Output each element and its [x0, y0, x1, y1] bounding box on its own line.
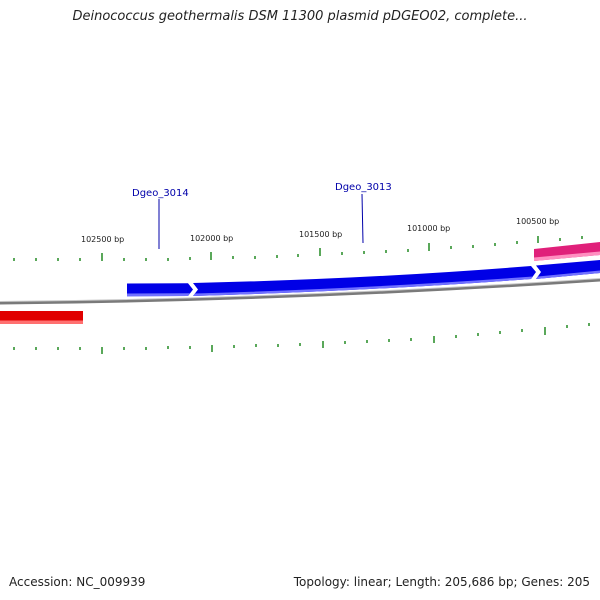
- backbone-highlight: [0, 278, 600, 302]
- bp-label: 102000 bp: [190, 234, 233, 243]
- label-leader-dgeo-3013: [361, 193, 364, 244]
- map-title: Deinococcus geothermalis DSM 11300 plasm…: [72, 9, 528, 24]
- lower-tick-row: [13, 323, 590, 354]
- gene-pink-top-right-shade: [534, 251, 600, 261]
- upper-tick-row: [13, 236, 583, 261]
- gene-label[interactable]: Dgeo_3014: [132, 188, 189, 199]
- gene-reverse-left-shade: [0, 320, 83, 324]
- bp-label: 100500 bp: [516, 217, 559, 226]
- gene-dgeo-3014[interactable]: [127, 283, 193, 297]
- gene-dgeo-3014-shade: [127, 293, 190, 297]
- bp-label: 102500 bp: [81, 235, 124, 244]
- gene-dgeo-3013-shade: [193, 276, 533, 296]
- bp-label: 101000 bp: [407, 224, 450, 233]
- gene-right-forward-shade: [536, 270, 600, 279]
- backbone-track: [0, 278, 600, 305]
- sequence-summary: Topology: linear; Length: 205,686 bp; Ge…: [293, 575, 590, 589]
- gene-label[interactable]: Dgeo_3013: [335, 182, 392, 193]
- gene-dgeo-3013[interactable]: [193, 266, 536, 296]
- accession-label: Accession: NC_009939: [9, 575, 146, 589]
- bp-label: 101500 bp: [299, 230, 342, 239]
